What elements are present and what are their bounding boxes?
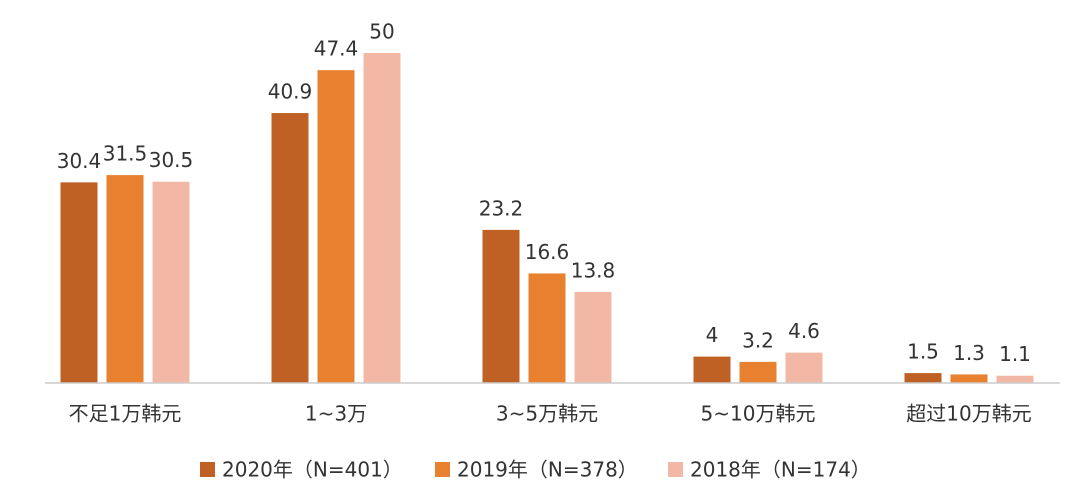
bar: [739, 361, 777, 383]
legend-label: 2020年（N=401）: [222, 458, 403, 482]
value-label: 1.3: [953, 341, 985, 365]
bar: [785, 352, 823, 383]
value-label: 23.2: [479, 196, 524, 220]
value-label: 30.5: [149, 148, 194, 172]
bar: [996, 375, 1034, 383]
legend-swatch: [200, 462, 215, 477]
value-label: 1.5: [907, 340, 939, 364]
legend-swatch: [668, 462, 683, 477]
bar: [528, 273, 566, 383]
bar: [317, 70, 355, 383]
bar: [363, 53, 401, 383]
x-tick-label: 1~3万: [305, 402, 367, 426]
value-label: 40.9: [268, 80, 313, 104]
bar: [904, 373, 942, 383]
bar: [106, 175, 144, 383]
value-label: 4.6: [788, 319, 820, 343]
value-label: 47.4: [314, 37, 359, 61]
value-label: 31.5: [103, 142, 148, 166]
legend-swatch: [435, 462, 450, 477]
legend-label: 2019年（N=378）: [457, 458, 638, 482]
bar: [950, 374, 988, 383]
bar: [152, 181, 190, 383]
bar: [271, 113, 309, 383]
value-label: 13.8: [571, 258, 616, 282]
value-label: 50: [369, 20, 394, 44]
bar: [482, 229, 520, 383]
value-label: 3.2: [742, 328, 774, 352]
value-label: 4: [706, 323, 719, 347]
bar: [60, 182, 98, 383]
x-tick-label: 不足1万韩元: [69, 402, 182, 426]
value-label: 30.4: [57, 149, 102, 173]
x-tick-label: 超过10万韩元: [906, 402, 1031, 426]
bar: [693, 356, 731, 383]
legend-label: 2018年（N=174）: [690, 458, 871, 482]
x-tick-label: 5~10万韩元: [701, 402, 816, 426]
x-tick-label: 3~5万韩元: [496, 402, 598, 426]
value-label: 16.6: [525, 240, 570, 264]
value-label: 1.1: [999, 342, 1031, 366]
bar: [574, 291, 612, 383]
